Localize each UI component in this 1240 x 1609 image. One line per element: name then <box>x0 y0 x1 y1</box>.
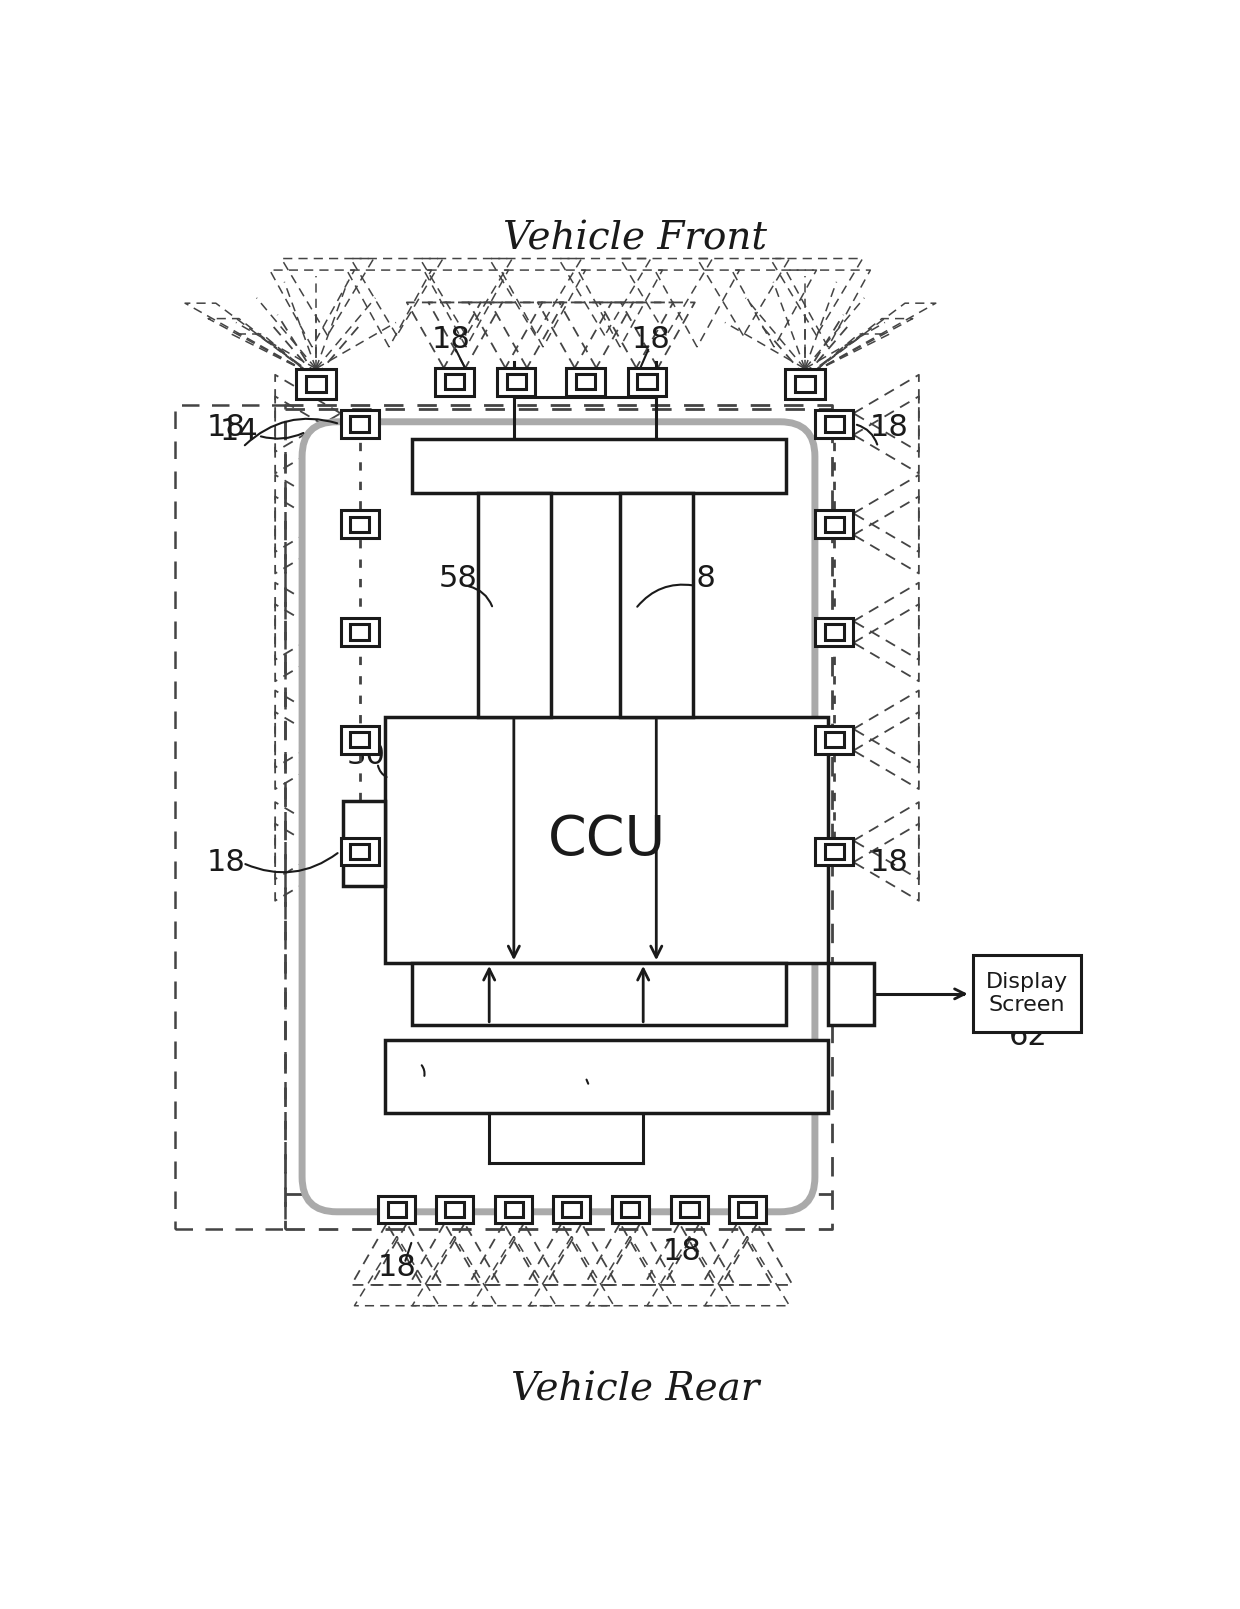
Bar <box>378 1195 415 1223</box>
Bar <box>506 375 526 389</box>
Text: 62: 62 <box>1009 1022 1048 1051</box>
Bar <box>412 439 786 494</box>
Bar <box>825 732 843 748</box>
Bar <box>350 732 370 748</box>
Bar <box>386 1039 828 1113</box>
Bar <box>567 368 605 396</box>
Text: 18: 18 <box>206 414 246 442</box>
Bar <box>815 510 853 537</box>
Bar <box>341 618 379 645</box>
Bar <box>972 956 1080 1033</box>
Bar <box>729 1195 765 1223</box>
Bar <box>412 964 786 1025</box>
Bar <box>296 370 336 399</box>
Text: Display
Screen: Display Screen <box>986 972 1068 1015</box>
Text: CCU: CCU <box>548 813 666 867</box>
Text: 18: 18 <box>870 414 909 442</box>
FancyBboxPatch shape <box>303 422 815 1212</box>
Bar <box>825 624 843 640</box>
Bar <box>738 1202 756 1216</box>
Text: 58: 58 <box>678 563 717 592</box>
Bar <box>815 726 853 753</box>
Bar <box>611 1195 649 1223</box>
Text: 58: 58 <box>439 563 477 592</box>
Bar <box>350 516 370 533</box>
Bar <box>388 1202 405 1216</box>
Text: 30: 30 <box>346 740 386 769</box>
Bar <box>795 377 815 393</box>
Bar <box>825 516 843 533</box>
Text: 58: 58 <box>562 1060 601 1089</box>
Bar <box>436 1195 472 1223</box>
Text: 14: 14 <box>219 417 258 446</box>
Bar <box>350 624 370 640</box>
Bar <box>815 838 853 866</box>
Text: 18: 18 <box>432 325 470 354</box>
Bar <box>341 410 379 438</box>
Text: 18: 18 <box>377 1253 417 1282</box>
Bar <box>445 375 464 389</box>
Bar <box>495 1195 532 1223</box>
Text: 58: 58 <box>393 1041 432 1070</box>
Bar <box>828 964 874 1025</box>
Bar <box>681 1202 698 1216</box>
Bar <box>505 1202 523 1216</box>
Bar <box>350 843 370 859</box>
Bar <box>477 494 551 716</box>
Bar <box>575 375 595 389</box>
Bar <box>445 1202 464 1216</box>
Bar <box>815 618 853 645</box>
Text: 18: 18 <box>662 1237 701 1266</box>
Bar <box>435 368 474 396</box>
Bar <box>386 716 828 964</box>
Bar <box>341 838 379 866</box>
Text: Vehicle Rear: Vehicle Rear <box>511 1372 760 1409</box>
Bar <box>637 375 657 389</box>
Bar <box>621 1202 640 1216</box>
Text: 18: 18 <box>206 848 246 877</box>
Bar <box>825 843 843 859</box>
Bar <box>343 801 386 887</box>
Bar <box>341 510 379 537</box>
Bar <box>350 417 370 431</box>
Text: 18: 18 <box>631 325 671 354</box>
Bar <box>563 1202 580 1216</box>
Bar <box>341 726 379 753</box>
Bar <box>553 1195 590 1223</box>
Text: 18: 18 <box>870 848 909 877</box>
Bar <box>620 494 693 716</box>
Bar <box>815 410 853 438</box>
Bar <box>627 368 666 396</box>
Bar <box>785 370 825 399</box>
Text: Vehicle Front: Vehicle Front <box>503 220 768 257</box>
Bar <box>825 417 843 431</box>
Bar <box>497 368 536 396</box>
Bar <box>306 377 326 393</box>
Bar <box>671 1195 708 1223</box>
